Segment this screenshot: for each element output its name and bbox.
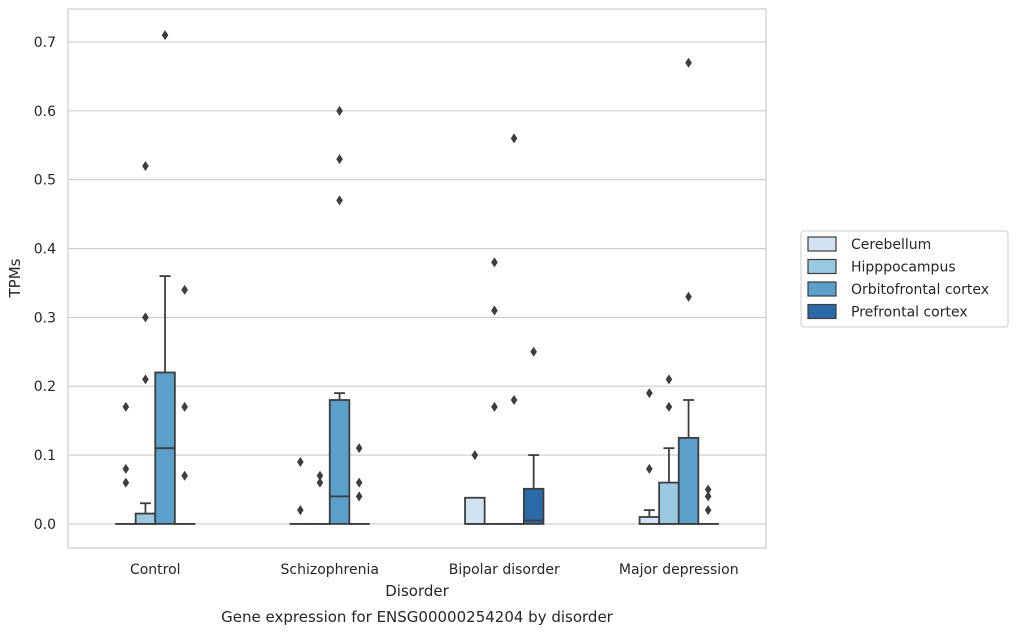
- plot-frame: [67, 8, 767, 549]
- outlier-point: [297, 456, 304, 467]
- outlier-point: [142, 312, 149, 323]
- x-tick-label: Control: [130, 562, 181, 578]
- x-tick-label: Bipolar disorder: [449, 562, 560, 578]
- outlier-point: [665, 401, 673, 412]
- box-group: [289, 456, 312, 525]
- outlier-point: [646, 463, 653, 474]
- outlier-point: [181, 470, 188, 481]
- y-axis-label: TPMs: [6, 258, 24, 298]
- box: [638, 516, 661, 525]
- outlier-point: [704, 491, 712, 502]
- y-tick-label: 0.0: [34, 517, 56, 533]
- box-group: [154, 30, 176, 525]
- box-group: [348, 443, 370, 525]
- legend-label: Cerebellum: [851, 237, 931, 253]
- legend-swatch: [807, 281, 837, 297]
- outlier-point: [355, 491, 363, 502]
- outlier-point: [316, 470, 324, 481]
- box-group: [522, 346, 545, 525]
- y-tick-label: 0.5: [34, 173, 56, 189]
- box-group: [134, 160, 157, 525]
- legend-label: Orbitofrontal cortex: [851, 282, 989, 298]
- outlier-point: [491, 305, 498, 316]
- outlier-point: [665, 374, 673, 385]
- x-tick-label: Major depression: [619, 562, 739, 578]
- outlier-point: [122, 463, 130, 474]
- outlier-point: [316, 477, 324, 488]
- y-tick-label: 0.1: [34, 448, 56, 464]
- box-group: [464, 450, 486, 525]
- outlier-point: [142, 374, 149, 385]
- outlier-point: [181, 401, 188, 412]
- box-group: [483, 257, 506, 525]
- outlier-point: [297, 505, 304, 516]
- legend-label: Hipppocampus: [851, 260, 956, 276]
- box: [134, 512, 157, 525]
- outlier-point: [491, 401, 498, 412]
- y-tick-label: 0.7: [34, 35, 56, 51]
- plot-area: [115, 30, 719, 525]
- gridlines: [68, 41, 766, 525]
- box-group: [115, 401, 137, 525]
- chart-caption: Gene expression for ENSG00000254204 by d…: [221, 608, 614, 626]
- y-tick-label: 0.6: [34, 104, 56, 120]
- outlier-point: [336, 105, 343, 116]
- outlier-point: [491, 257, 498, 268]
- outlier-point: [355, 477, 363, 488]
- legend-frame: [800, 230, 1009, 328]
- outlier-point: [510, 133, 518, 144]
- y-tick-label: 0.4: [34, 242, 56, 258]
- box: [464, 496, 486, 525]
- box-group: [638, 388, 661, 525]
- x-axis-label: Disorder: [385, 582, 449, 600]
- y-tick-label: 0.3: [34, 310, 56, 326]
- box-group: [173, 284, 196, 525]
- outlier-point: [704, 505, 712, 516]
- outlier-point: [336, 195, 343, 206]
- outlier-point: [646, 388, 653, 399]
- legend: Cerebellum Hipppocampus Orbitofrontal cort…: [800, 230, 1009, 328]
- outlier-point: [122, 477, 130, 488]
- box: [328, 399, 351, 525]
- x-tick-label: Schizophrenia: [281, 562, 379, 578]
- box-group: [503, 133, 525, 525]
- outlier-point: [685, 57, 692, 68]
- y-axis-ticks: 0.0 0.1 0.2 0.3 0.4 0.5 0.6 0.7: [34, 35, 56, 533]
- box: [658, 481, 680, 525]
- box-group: [328, 105, 351, 525]
- outlier-point: [355, 443, 363, 454]
- legend-swatch: [807, 303, 837, 320]
- outlier-point: [122, 401, 130, 412]
- outlier-point: [161, 30, 169, 41]
- legend-swatch: [807, 258, 837, 275]
- x-axis-ticks: Control Schizophrenia Bipolar disorder Majo…: [130, 562, 739, 578]
- box-group: [309, 470, 331, 525]
- box: [522, 487, 545, 525]
- box-group: [658, 374, 680, 525]
- box-group: [697, 484, 719, 525]
- box: [677, 436, 700, 525]
- outlier-point: [471, 450, 479, 461]
- outlier-point: [142, 160, 149, 171]
- y-tick-label: 0.2: [34, 379, 56, 395]
- outlier-point: [336, 154, 343, 165]
- outlier-point: [510, 394, 518, 405]
- outlier-point: [704, 484, 712, 495]
- outlier-point: [181, 284, 188, 295]
- box-group: [677, 57, 700, 525]
- outlier-point: [530, 346, 537, 357]
- legend-label: Prefrontal cortex: [851, 305, 968, 321]
- outlier-point: [685, 291, 692, 302]
- legend-swatch: [807, 236, 837, 252]
